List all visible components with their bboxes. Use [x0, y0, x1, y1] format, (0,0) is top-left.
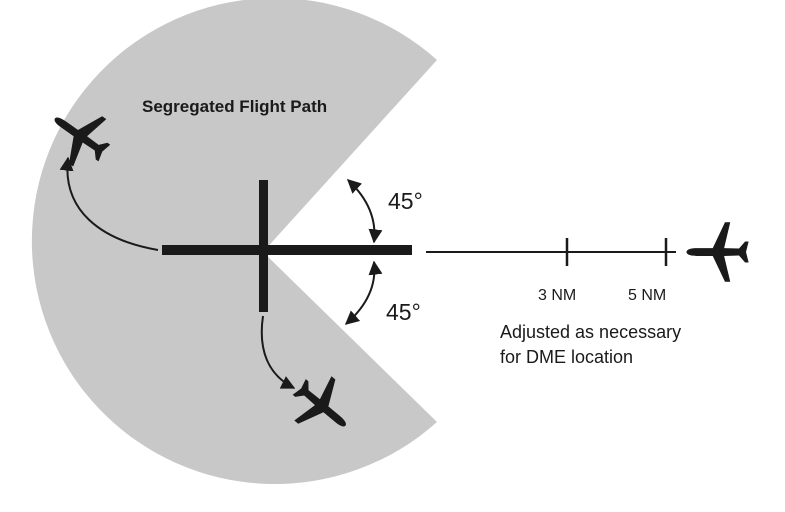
angle-label-upper: 45° — [388, 188, 423, 214]
runway-main — [162, 245, 412, 255]
dme-note-line1: Adjusted as necessary — [500, 322, 681, 342]
dme-note-line2: for DME location — [500, 347, 633, 367]
angle-label-lower: 45° — [386, 299, 421, 325]
runway-crossing — [259, 180, 268, 312]
departure-track-upper — [59, 156, 159, 251]
angle-arc-upper — [346, 179, 383, 244]
segregated-sector — [31, 0, 437, 484]
distance-label-3nm: 3 NM — [538, 287, 576, 304]
segregated-path-label: Segregated Flight Path — [142, 97, 327, 116]
angle-arc-lower — [344, 260, 383, 325]
airplane-icon — [686, 222, 749, 282]
distance-label-5nm: 5 NM — [628, 287, 666, 304]
departure-track-lower — [260, 315, 296, 389]
